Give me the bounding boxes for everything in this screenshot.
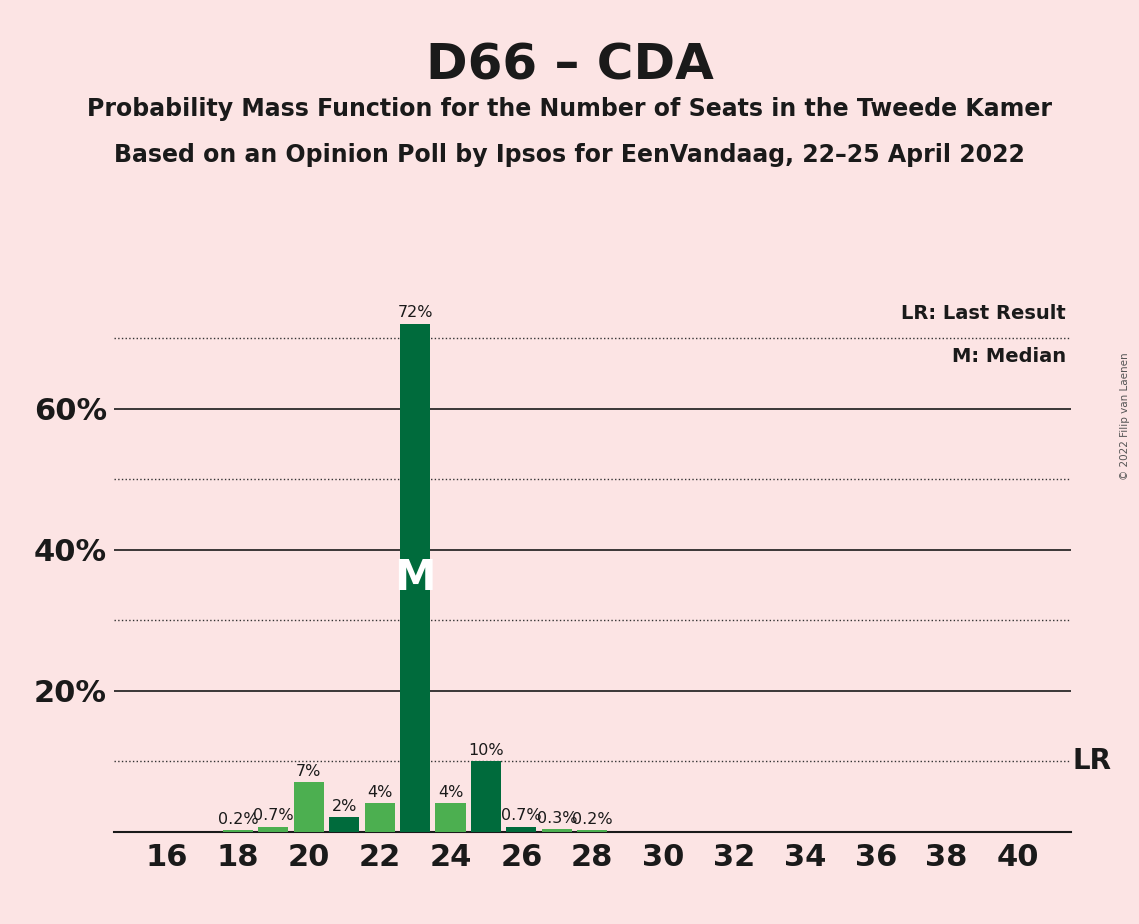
Bar [223, 830, 253, 832]
Text: 10%: 10% [468, 743, 503, 758]
Text: M: M [394, 557, 436, 599]
Text: Probability Mass Function for the Number of Seats in the Tweede Kamer: Probability Mass Function for the Number… [87, 97, 1052, 121]
Text: 4%: 4% [367, 784, 392, 800]
Bar [259, 827, 288, 832]
Text: 0.7%: 0.7% [253, 808, 294, 823]
Text: 0.3%: 0.3% [536, 811, 577, 826]
Bar [470, 761, 501, 832]
Bar [542, 830, 572, 832]
Text: D66 – CDA: D66 – CDA [426, 42, 713, 90]
Bar [435, 803, 466, 832]
Bar [294, 783, 323, 832]
Text: 0.7%: 0.7% [501, 808, 542, 823]
Bar [507, 827, 536, 832]
Text: © 2022 Filip van Laenen: © 2022 Filip van Laenen [1121, 352, 1130, 480]
Bar [364, 803, 395, 832]
Bar [400, 324, 431, 832]
Bar [329, 818, 359, 832]
Text: M: Median: M: Median [952, 346, 1066, 366]
Text: Based on an Opinion Poll by Ipsos for EenVandaag, 22–25 April 2022: Based on an Opinion Poll by Ipsos for Ee… [114, 143, 1025, 167]
Bar [577, 830, 607, 832]
Text: 0.2%: 0.2% [572, 811, 613, 827]
Text: LR: Last Result: LR: Last Result [901, 304, 1066, 322]
Text: 4%: 4% [437, 784, 464, 800]
Text: 72%: 72% [398, 305, 433, 321]
Text: 0.2%: 0.2% [218, 811, 259, 827]
Text: 2%: 2% [331, 799, 357, 814]
Text: LR: LR [1073, 748, 1112, 775]
Text: 7%: 7% [296, 764, 321, 779]
